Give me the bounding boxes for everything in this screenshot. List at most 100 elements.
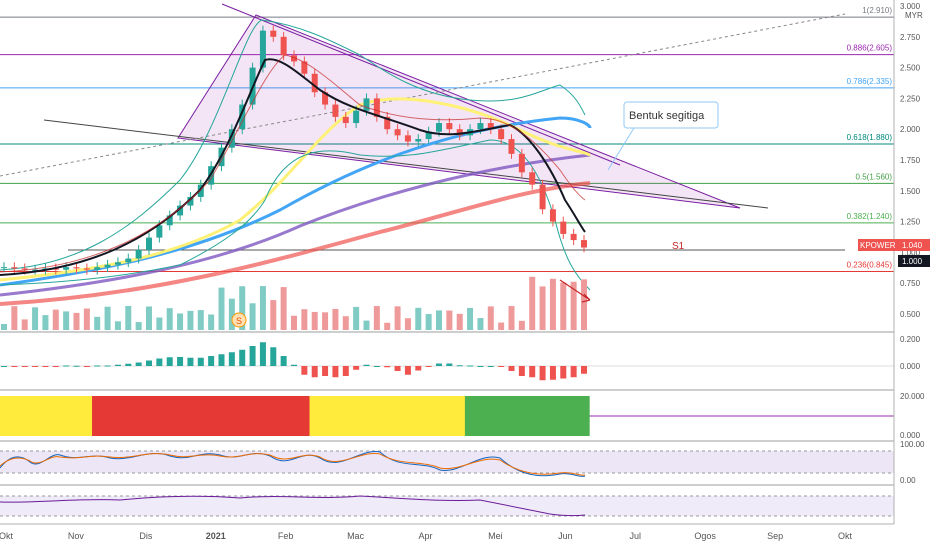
candle-body [415, 139, 422, 142]
main-pane[interactable]: 1(2.910) 0.886(2.605) 0.786(2.335) 0.618(1.… [0, 3, 894, 306]
candle-body [446, 123, 453, 130]
volume-bar [135, 322, 142, 330]
candle-body [239, 104, 246, 130]
band-cell [71, 396, 83, 436]
band-cell [299, 396, 311, 436]
band-cell [40, 396, 52, 436]
candle-body [259, 30, 266, 68]
macd-pane [0, 342, 894, 381]
ma-150 [0, 153, 591, 297]
volume-bar [394, 306, 401, 330]
band-cell [568, 396, 580, 436]
band-cell [330, 396, 342, 436]
band-cell [123, 396, 134, 436]
candle-body [332, 104, 339, 117]
candle-body [404, 135, 411, 142]
price-tick-label: 2.500 [900, 64, 921, 73]
band-cell [102, 396, 114, 436]
volume-bar [467, 307, 474, 330]
dotted-trend-line [0, 13, 846, 177]
price-axis[interactable]: 3.000 2.750 2.500 2.250 2.000 1.750 1.500 1.250… [893, 0, 925, 524]
macd-bar [1, 366, 7, 367]
band-cell [537, 396, 549, 436]
candle-body [570, 233, 577, 241]
fib-label: 0.236(0.845) [847, 260, 893, 269]
band-cell [444, 396, 456, 436]
macd-bar [52, 366, 59, 367]
volume-bar [332, 308, 339, 330]
band-cell [475, 396, 487, 436]
band-tick-label: 0.000 [900, 431, 921, 440]
volume-bar [73, 312, 80, 330]
candle-body [342, 116, 349, 124]
volume-bar [228, 298, 235, 330]
fib-label: 0.382(1.240) [847, 212, 893, 221]
band-cell [164, 396, 176, 436]
macd-bar [508, 366, 515, 371]
macd-bar [332, 366, 339, 378]
volume-marker [231, 312, 247, 328]
candle-body [94, 267, 101, 270]
volume-bar [32, 307, 39, 330]
macd-bar [394, 366, 401, 371]
macd-bar [249, 346, 256, 366]
volume-bar [21, 319, 28, 330]
band-cell [578, 396, 590, 436]
band-cell [464, 396, 476, 436]
momentum-pane [0, 495, 894, 517]
macd-bar [146, 360, 152, 366]
price-tick-label: 1.250 [900, 218, 921, 227]
volume-bar [42, 315, 49, 330]
time-axis[interactable]: Okt Nov Dis 2021 Feb Mac Apr Mei Jun Jul Ogos Sep Ok… [0, 523, 894, 541]
macd-bar [135, 362, 142, 366]
macd-bar [549, 366, 556, 380]
candle-body [291, 55, 297, 62]
macd-bar [446, 363, 453, 366]
candle-body [477, 123, 484, 130]
volume-bar [114, 321, 121, 330]
macd-bar [270, 347, 277, 366]
volume-bar [425, 314, 432, 330]
volume-bar [498, 322, 505, 330]
candle-body [322, 92, 329, 105]
band-cell [226, 396, 238, 436]
price-tag-kpower-value: 1.040 [902, 241, 923, 250]
fib-label: 0.786(2.335) [847, 77, 893, 86]
band-cell [278, 396, 290, 436]
candle-body [11, 267, 18, 269]
candle-body [197, 184, 204, 197]
support-label: S1 [672, 241, 685, 252]
fib-label: 1(2.910) [862, 6, 892, 15]
band-cell [185, 396, 197, 436]
macd-bar [21, 366, 28, 367]
volume-bar [52, 309, 59, 330]
fib-label: 0.618(1.880) [847, 133, 893, 142]
volume-bar [570, 281, 577, 330]
candle-body [425, 131, 432, 140]
candle-body [146, 237, 152, 250]
trend-line-upper [221, 3, 621, 166]
macd-bar [218, 354, 225, 366]
candle-body [270, 30, 277, 37]
price-tick-label: 1.000 [900, 248, 921, 257]
band-cell [516, 396, 528, 436]
band-cell [154, 396, 166, 436]
candle-body [32, 269, 39, 271]
band-cell [402, 396, 414, 436]
candle-body [104, 264, 111, 268]
time-tick-label: Ogos [694, 531, 716, 541]
price-tick-label: 1.500 [900, 187, 921, 196]
macd-bar [425, 366, 432, 367]
callout-bentuk-segitiga[interactable]: Bentuk segitiga [607, 101, 719, 171]
macd-bar [104, 365, 111, 367]
candlesticks [1, 25, 587, 275]
macd-bar [73, 365, 80, 367]
band-cell [382, 396, 393, 436]
candle-body [166, 215, 173, 226]
volume-bar [259, 286, 266, 330]
band-cell [112, 396, 124, 436]
macd-bar [560, 366, 567, 379]
candle-body [187, 196, 194, 206]
price-tag-kpower: KPOWER 1.040 [858, 239, 930, 251]
macd-bar [259, 342, 266, 366]
